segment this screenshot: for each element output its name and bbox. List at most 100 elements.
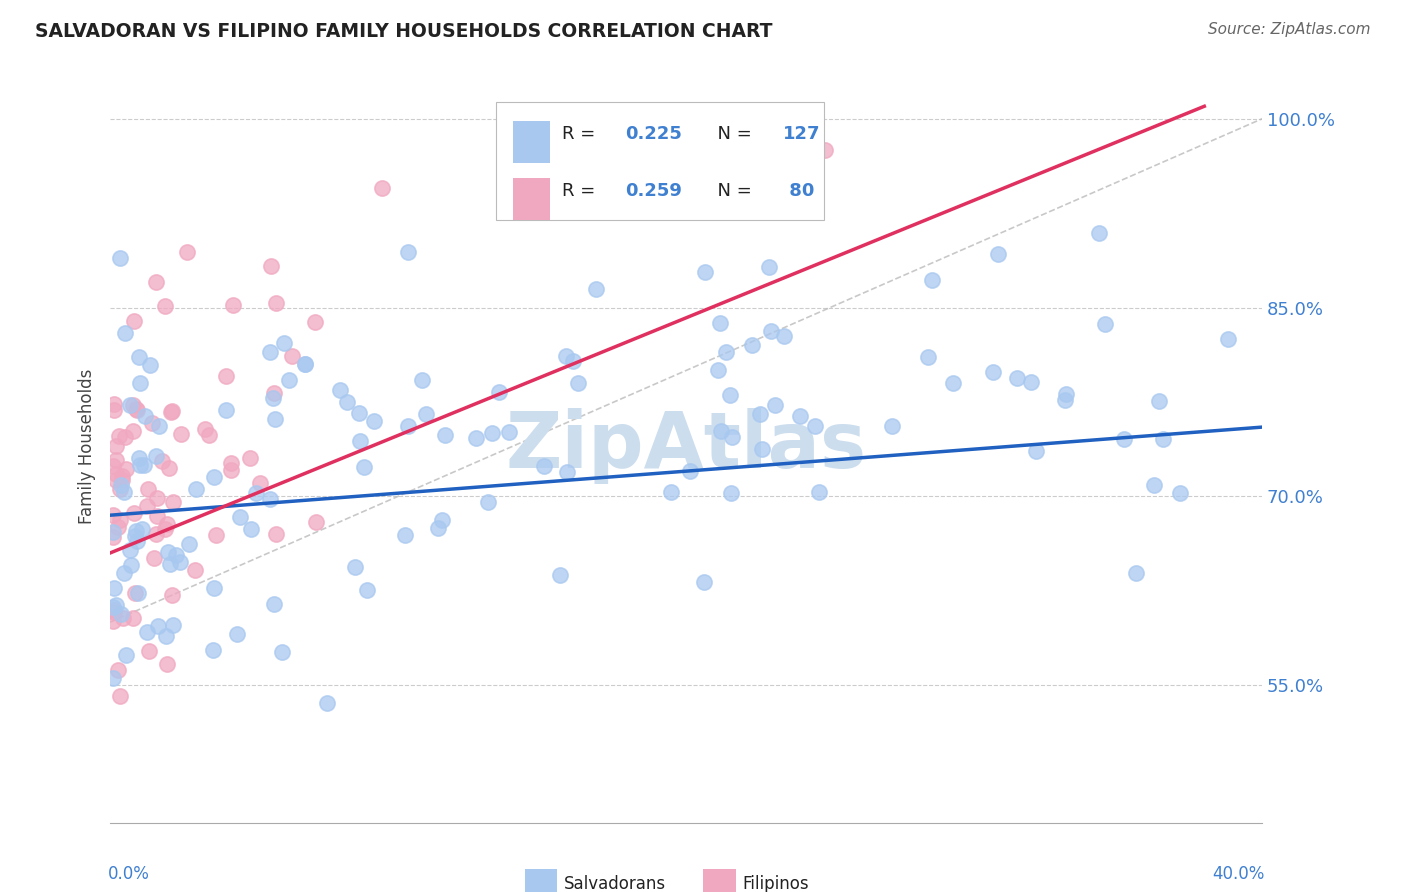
- Point: [101, 508, 124, 522]
- Point: [136, 482, 159, 496]
- Point: [763, 398, 786, 412]
- Point: [127, 586, 149, 600]
- Text: 0.259: 0.259: [626, 182, 682, 200]
- Point: [160, 588, 183, 602]
- Point: [219, 463, 242, 477]
- Point: [156, 516, 179, 531]
- Point: [108, 251, 131, 265]
- Point: [488, 385, 510, 400]
- Point: [707, 362, 730, 376]
- Bar: [513, 121, 550, 163]
- Point: [112, 610, 135, 624]
- Point: [548, 567, 571, 582]
- Point: [170, 427, 193, 442]
- Point: [537, 144, 560, 158]
- Point: [260, 259, 283, 273]
- Point: [225, 627, 247, 641]
- Point: [1054, 387, 1077, 401]
- Point: [430, 513, 453, 527]
- Point: [748, 407, 770, 421]
- Point: [363, 413, 385, 427]
- Bar: [513, 178, 550, 219]
- Point: [101, 524, 124, 539]
- Point: [125, 401, 148, 416]
- Point: [370, 181, 392, 195]
- Point: [138, 643, 160, 657]
- Point: [120, 398, 142, 412]
- Point: [129, 458, 152, 472]
- Point: [111, 473, 134, 487]
- Point: [115, 462, 138, 476]
- Point: [263, 597, 285, 611]
- Point: [128, 451, 150, 466]
- Point: [121, 425, 143, 439]
- Point: [396, 244, 419, 259]
- Point: [1021, 376, 1043, 390]
- Point: [585, 282, 607, 296]
- Point: [981, 365, 1004, 379]
- Point: [202, 469, 225, 483]
- Point: [122, 314, 145, 328]
- Point: [481, 425, 503, 440]
- Point: [718, 388, 741, 402]
- Point: [1112, 432, 1135, 446]
- Point: [433, 427, 456, 442]
- Point: [101, 459, 124, 474]
- Point: [239, 451, 262, 466]
- Point: [741, 144, 763, 158]
- Text: N =: N =: [706, 125, 756, 143]
- Point: [415, 407, 437, 421]
- Point: [114, 326, 136, 340]
- Point: [215, 368, 238, 383]
- Point: [259, 345, 281, 359]
- Point: [110, 478, 132, 492]
- Point: [221, 456, 243, 470]
- Point: [349, 407, 371, 421]
- Point: [103, 581, 125, 595]
- Point: [184, 483, 207, 497]
- Bar: [524, 869, 557, 892]
- Point: [942, 376, 965, 390]
- Point: [139, 358, 162, 372]
- Point: [128, 350, 150, 364]
- Point: [129, 376, 152, 390]
- Point: [1054, 392, 1077, 407]
- Point: [132, 458, 155, 472]
- Point: [804, 418, 827, 433]
- Text: SALVADORAN VS FILIPINO FAMILY HOUSEHOLDS CORRELATION CHART: SALVADORAN VS FILIPINO FAMILY HOUSEHOLDS…: [35, 22, 773, 41]
- Point: [127, 534, 149, 549]
- Point: [131, 522, 153, 536]
- Point: [575, 144, 598, 158]
- Point: [153, 299, 176, 313]
- Point: [987, 246, 1010, 260]
- Point: [562, 354, 585, 368]
- Point: [692, 574, 714, 589]
- Text: ZipAtlas: ZipAtlas: [506, 408, 866, 484]
- Point: [720, 486, 742, 500]
- Point: [155, 629, 177, 643]
- Point: [215, 403, 238, 417]
- Y-axis label: Family Households: Family Households: [79, 368, 96, 524]
- Point: [336, 394, 359, 409]
- Point: [921, 273, 943, 287]
- Point: [157, 545, 180, 559]
- Point: [1088, 226, 1111, 240]
- Point: [145, 275, 167, 289]
- Point: [1168, 485, 1191, 500]
- Point: [804, 144, 827, 158]
- Point: [162, 494, 184, 508]
- Point: [277, 373, 299, 387]
- Point: [1025, 443, 1047, 458]
- Point: [105, 598, 128, 612]
- Point: [111, 469, 134, 483]
- Point: [157, 461, 180, 475]
- Text: R =: R =: [561, 125, 600, 143]
- Point: [124, 506, 146, 520]
- Point: [146, 619, 169, 633]
- Point: [714, 344, 737, 359]
- Point: [127, 403, 149, 417]
- Text: 0.0%: 0.0%: [108, 865, 149, 883]
- Point: [349, 434, 371, 448]
- Point: [273, 335, 295, 350]
- Point: [264, 411, 287, 425]
